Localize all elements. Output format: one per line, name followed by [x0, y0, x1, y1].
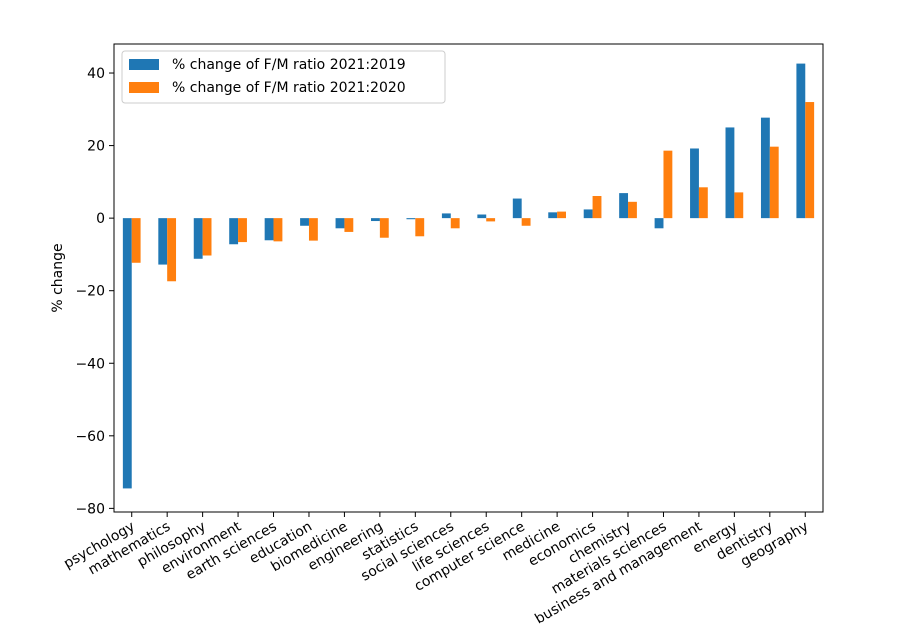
- bar-s2-computer-science: [521, 218, 531, 226]
- bar-s2-psychology: [131, 218, 141, 263]
- y-tick-label: −40: [75, 356, 105, 372]
- x-axis: psychologymathematicsphilosophyenvironme…: [61, 512, 811, 627]
- y-axis: −80 −60 −40 −20 0 20 40: [75, 66, 114, 517]
- bars-layer: [122, 63, 815, 489]
- plot-frame: [113, 43, 824, 513]
- bar-s1-economics: [583, 209, 593, 219]
- legend: % change of F/M ratio 2021:2019 % change …: [121, 50, 446, 104]
- y-tick-label: −20: [75, 284, 105, 300]
- y-tick-label: −80: [75, 501, 105, 517]
- bar-s1-statistics: [406, 218, 416, 220]
- bar-s1-psychology: [122, 218, 132, 489]
- bar-s2-materials-sciences: [663, 150, 673, 219]
- legend-swatch-1: [129, 59, 159, 70]
- bar-s2-geography: [805, 102, 815, 219]
- bar-s1-life-sciences: [477, 214, 487, 219]
- bar-s2-business-and-management: [698, 187, 708, 219]
- bar-s2-statistics: [415, 218, 425, 237]
- bar-s2-medicine: [557, 211, 566, 219]
- bar-s1-energy: [725, 127, 735, 219]
- bar-s1-earth-sciences: [264, 218, 274, 241]
- bar-s2-engineering: [379, 218, 389, 238]
- bar-s1-computer-science: [512, 198, 522, 219]
- bar-s1-environment: [229, 218, 239, 245]
- y-tick-label: 0: [96, 211, 105, 227]
- bar-s1-biomedicine: [335, 218, 345, 229]
- y-tick-label: 40: [87, 66, 105, 82]
- bar-s1-business-and-management: [690, 148, 699, 219]
- bar-s2-social-sciences: [450, 218, 460, 229]
- bar-s2-dentistry: [769, 146, 779, 219]
- bar-s1-medicine: [548, 212, 558, 219]
- bar-s1-materials-sciences: [654, 218, 664, 229]
- bar-s2-biomedicine: [344, 218, 354, 232]
- bar-s1-mathematics: [158, 218, 168, 265]
- bar-s2-mathematics: [167, 218, 177, 282]
- bar-s2-earth-sciences: [273, 218, 283, 242]
- legend-swatch-2: [129, 82, 159, 93]
- y-axis-title: % change: [50, 243, 66, 312]
- bar-s1-social-sciences: [441, 213, 451, 219]
- legend-box: [121, 50, 446, 104]
- y-tick-label: 20: [87, 139, 105, 155]
- bar-s1-chemistry: [619, 193, 629, 219]
- bar-s1-philosophy: [193, 218, 203, 259]
- bar-s2-energy: [734, 192, 744, 219]
- bar-s1-geography: [796, 63, 806, 219]
- y-tick-label: −60: [75, 429, 105, 445]
- bar-s2-philosophy: [202, 218, 212, 256]
- legend-label-1: % change of F/M ratio 2021:2019: [172, 57, 406, 73]
- bar-s2-chemistry: [628, 201, 637, 219]
- bar-s2-environment: [238, 218, 247, 243]
- bar-s1-dentistry: [760, 117, 770, 219]
- bar-s2-life-sciences: [486, 218, 496, 222]
- bar-s2-education: [308, 218, 318, 241]
- bar-s2-economics: [592, 196, 602, 219]
- bar-s1-education: [300, 218, 309, 226]
- legend-label-2: % change of F/M ratio 2021:2020: [172, 80, 406, 96]
- bar-s1-engineering: [371, 218, 380, 222]
